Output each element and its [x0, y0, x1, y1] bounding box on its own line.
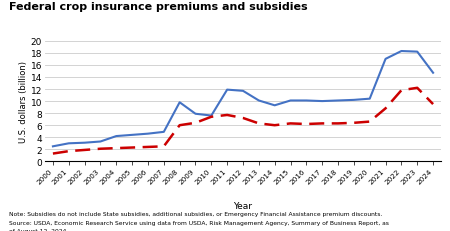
Text: Source: USDA, Economic Research Service using data from USDA, Risk Management Ag: Source: USDA, Economic Research Service … — [9, 220, 389, 225]
Text: of August 12, 2024.: of August 12, 2024. — [9, 228, 68, 231]
Y-axis label: U.S. dollars (billion): U.S. dollars (billion) — [19, 61, 28, 143]
Text: Federal crop insurance premiums and subsidies: Federal crop insurance premiums and subs… — [9, 2, 308, 12]
Text: Note: Subsidies do not include State subsidies, additional subsidies, or Emergen: Note: Subsidies do not include State sub… — [9, 211, 382, 216]
X-axis label: Year: Year — [234, 201, 252, 210]
